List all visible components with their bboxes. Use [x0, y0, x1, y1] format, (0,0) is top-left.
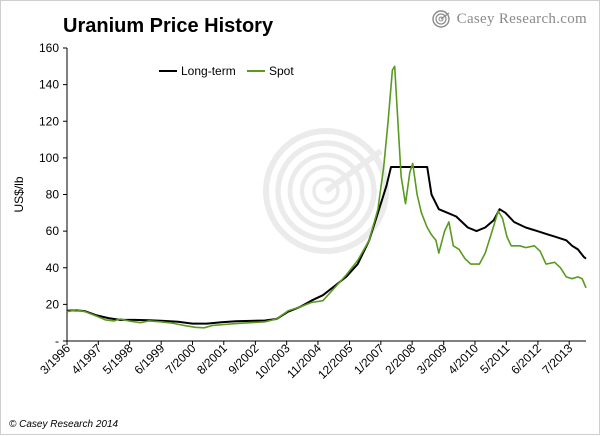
- watermark-ring: [312, 177, 340, 205]
- y-tick-label: 60: [46, 224, 60, 238]
- watermark-ring: [263, 128, 389, 254]
- legend-label-long-term: Long-term: [181, 64, 236, 78]
- x-tick-label: 5/1998: [100, 341, 136, 377]
- y-tick-label: 140: [39, 78, 59, 92]
- legend-label-spot: Spot: [269, 64, 294, 78]
- x-tick-label: 10/2003: [252, 341, 293, 382]
- watermark-ring: [299, 164, 353, 218]
- watermark-arrow: [324, 148, 383, 194]
- brand-text: Casey Research.com: [456, 10, 587, 27]
- x-tick-label: 1/2007: [351, 341, 387, 377]
- y-tick-label: 40: [46, 261, 60, 275]
- series-line-spot: [66, 65, 587, 329]
- y-tick-label: 100: [39, 151, 59, 165]
- watermark-ring: [275, 140, 377, 242]
- y-tick-label: 80: [46, 188, 60, 202]
- chart-title: Uranium Price History: [63, 15, 274, 37]
- x-tick-label: 7/2013: [539, 341, 575, 377]
- y-tick-label: 160: [39, 41, 59, 55]
- x-tick-label: 2/2008: [382, 341, 418, 377]
- x-tick-label: 4/1997: [69, 341, 105, 377]
- y-tick-label: 120: [39, 114, 59, 128]
- x-tick-label: 3/2009: [414, 341, 450, 377]
- spiral-logo-icon: [431, 10, 450, 28]
- x-tick-label: 7/2000: [163, 341, 199, 377]
- x-tick-label: 12/2005: [315, 341, 356, 382]
- x-tick-label: 4/2010: [445, 341, 481, 377]
- y-tick-label: -: [55, 334, 59, 348]
- x-tick-label: 8/2001: [194, 341, 230, 377]
- x-tick-label: 6/2012: [508, 341, 544, 377]
- watermark-ring: [287, 152, 365, 230]
- watermark-spiral-icon: [263, 128, 389, 254]
- y-tick-label: 20: [46, 297, 60, 311]
- x-tick-label: 6/1999: [131, 341, 167, 377]
- brand-logo: Casey Research.com: [431, 9, 587, 29]
- copyright-credit: © Casey Research 2014: [9, 419, 119, 430]
- x-tick-label: 5/2011: [477, 341, 512, 376]
- y-axis-title: US$/lb: [12, 176, 26, 212]
